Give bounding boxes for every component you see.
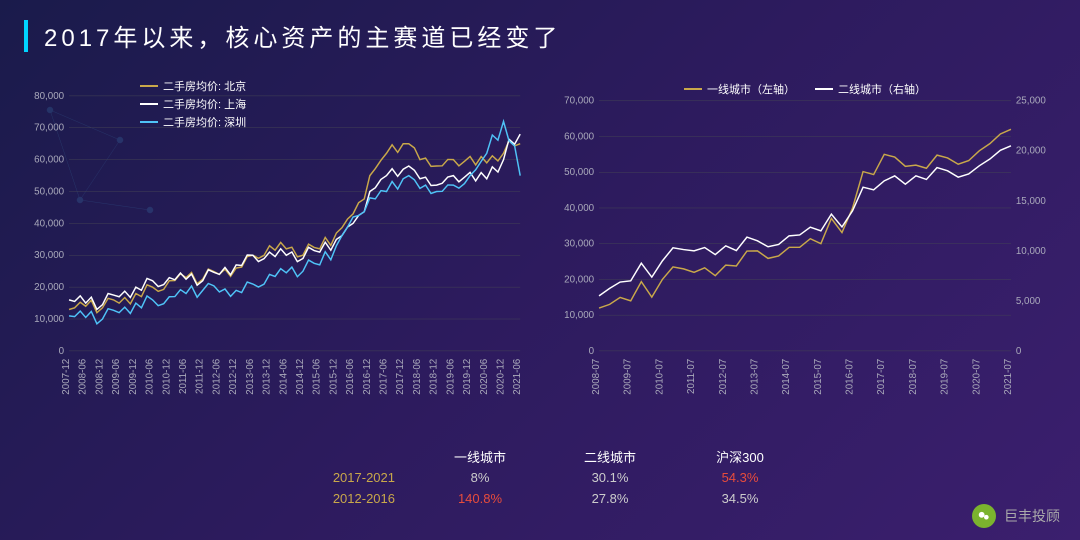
svg-text:2020-07: 2020-07 [971, 359, 982, 395]
svg-text:10,000: 10,000 [34, 314, 65, 325]
svg-text:70,000: 70,000 [564, 96, 595, 107]
svg-text:20,000: 20,000 [1016, 146, 1047, 157]
svg-text:2010-06: 2010-06 [145, 358, 156, 395]
svg-text:2018-07: 2018-07 [908, 359, 919, 395]
chart-right-svg: 0 10,000 20,000 30,000 40,000 50,000 60,000 70,… [550, 73, 1060, 413]
svg-text:2008-12: 2008-12 [94, 359, 105, 395]
svg-text:20,000: 20,000 [34, 282, 65, 293]
svg-text:2019-07: 2019-07 [940, 359, 951, 395]
chart-left-svg: 0 10,000 20,000 30,000 40,000 50,000 60,000 70,… [20, 73, 530, 413]
svg-text:2016-06: 2016-06 [345, 358, 356, 395]
svg-text:50,000: 50,000 [564, 167, 595, 178]
svg-text:0: 0 [59, 346, 65, 357]
svg-text:2007-12: 2007-12 [61, 359, 72, 395]
legend-item: 一线城市（左轴） [684, 81, 795, 97]
table-cell: 27.8% [565, 489, 655, 510]
svg-text:2014-12: 2014-12 [295, 359, 306, 395]
svg-text:40,000: 40,000 [564, 203, 595, 214]
svg-text:2014-07: 2014-07 [781, 359, 792, 395]
svg-text:2018-06: 2018-06 [412, 358, 423, 395]
table-cell: 34.5% [695, 489, 785, 510]
table-cell: 140.8% [435, 489, 525, 510]
svg-text:2012-06: 2012-06 [211, 358, 222, 395]
svg-text:2013-07: 2013-07 [749, 359, 760, 395]
svg-text:5,000: 5,000 [1016, 296, 1041, 307]
table-header: 二线城市 [565, 448, 655, 469]
table-cell: 54.3% [695, 468, 785, 489]
svg-text:25,000: 25,000 [1016, 96, 1047, 107]
svg-text:10,000: 10,000 [1016, 246, 1047, 257]
table-cell: 8% [435, 468, 525, 489]
svg-text:2015-12: 2015-12 [328, 359, 339, 395]
svg-text:2010-07: 2010-07 [654, 359, 665, 395]
table-header: 沪深300 [695, 448, 785, 469]
svg-text:2009-06: 2009-06 [111, 358, 122, 395]
svg-text:2019-12: 2019-12 [462, 359, 473, 395]
svg-text:2012-12: 2012-12 [228, 359, 239, 395]
title-bar: 2017年以来，核心资产的主赛道已经变了 [0, 0, 1080, 53]
svg-text:2021-07: 2021-07 [1003, 359, 1014, 395]
chart-left-legend: 二手房均价: 北京二手房均价: 上海二手房均价: 深圳 [140, 78, 246, 130]
svg-text:2012-07: 2012-07 [718, 359, 729, 395]
svg-text:2015-07: 2015-07 [813, 359, 824, 395]
svg-text:2011-06: 2011-06 [178, 358, 189, 394]
svg-text:2010-12: 2010-12 [161, 359, 172, 395]
svg-text:2008-07: 2008-07 [591, 359, 602, 395]
svg-text:2020-12: 2020-12 [495, 359, 506, 395]
svg-text:2009-07: 2009-07 [623, 359, 634, 395]
svg-text:2017-07: 2017-07 [876, 359, 887, 395]
svg-text:2016-07: 2016-07 [845, 359, 856, 395]
legend-item: 二线城市（右轴） [815, 81, 926, 97]
title-accent [24, 20, 28, 52]
svg-text:0: 0 [1016, 346, 1022, 357]
svg-text:0: 0 [589, 346, 595, 357]
svg-text:2013-06: 2013-06 [245, 358, 256, 395]
svg-text:2014-06: 2014-06 [278, 358, 289, 395]
chart-right: 一线城市（左轴） 二线城市（右轴） 0 10,000 20,000 30,000 40,0… [550, 73, 1060, 413]
svg-text:2018-12: 2018-12 [429, 359, 440, 395]
svg-text:30,000: 30,000 [564, 239, 595, 250]
table-row: 2017-2021 8% 30.1% 54.3% [295, 468, 785, 489]
watermark-text: 巨丰投顾 [1004, 506, 1060, 526]
svg-text:2017-06: 2017-06 [379, 358, 390, 395]
svg-text:2008-06: 2008-06 [78, 358, 89, 395]
svg-text:2015-06: 2015-06 [312, 358, 323, 395]
svg-text:60,000: 60,000 [564, 131, 595, 142]
legend-item: 二手房均价: 北京 [140, 78, 246, 94]
svg-text:60,000: 60,000 [34, 155, 65, 166]
chart-right-legend: 一线城市（左轴） 二线城市（右轴） [550, 81, 1060, 97]
period-label: 2012-2016 [295, 489, 395, 510]
chart-left: 二手房均价: 北京二手房均价: 上海二手房均价: 深圳 0 10,000 20,00… [20, 73, 530, 413]
svg-text:2011-12: 2011-12 [195, 359, 206, 394]
table-header-row: 一线城市 二线城市 沪深300 [295, 448, 785, 469]
table-header: 一线城市 [435, 448, 525, 469]
svg-text:15,000: 15,000 [1016, 196, 1047, 207]
svg-text:2013-12: 2013-12 [262, 359, 273, 395]
period-label: 2017-2021 [295, 468, 395, 489]
comparison-table: 一线城市二线城市沪深3002017-20218%30.1%54.3%2012-2… [295, 448, 785, 510]
svg-text:2020-06: 2020-06 [479, 358, 490, 395]
svg-text:10,000: 10,000 [564, 310, 595, 321]
svg-text:2017-12: 2017-12 [395, 359, 406, 395]
svg-text:20,000: 20,000 [564, 274, 595, 285]
svg-text:2011-07: 2011-07 [686, 359, 697, 394]
svg-text:80,000: 80,000 [34, 91, 65, 102]
svg-text:30,000: 30,000 [34, 250, 65, 261]
svg-text:2019-06: 2019-06 [445, 358, 456, 395]
page-title: 2017年以来，核心资产的主赛道已经变了 [44, 18, 561, 53]
table-cell: 30.1% [565, 468, 655, 489]
svg-text:2009-12: 2009-12 [128, 359, 139, 395]
svg-text:2021-06: 2021-06 [512, 358, 523, 395]
table-row: 2012-2016 140.8% 27.8% 34.5% [295, 489, 785, 510]
svg-text:50,000: 50,000 [34, 186, 65, 197]
svg-text:70,000: 70,000 [34, 123, 65, 134]
wechat-icon [972, 504, 996, 528]
svg-text:2016-12: 2016-12 [362, 359, 373, 395]
svg-text:40,000: 40,000 [34, 218, 65, 229]
watermark: 巨丰投顾 [972, 504, 1060, 528]
legend-item: 二手房均价: 上海 [140, 96, 246, 112]
legend-item: 二手房均价: 深圳 [140, 114, 246, 130]
